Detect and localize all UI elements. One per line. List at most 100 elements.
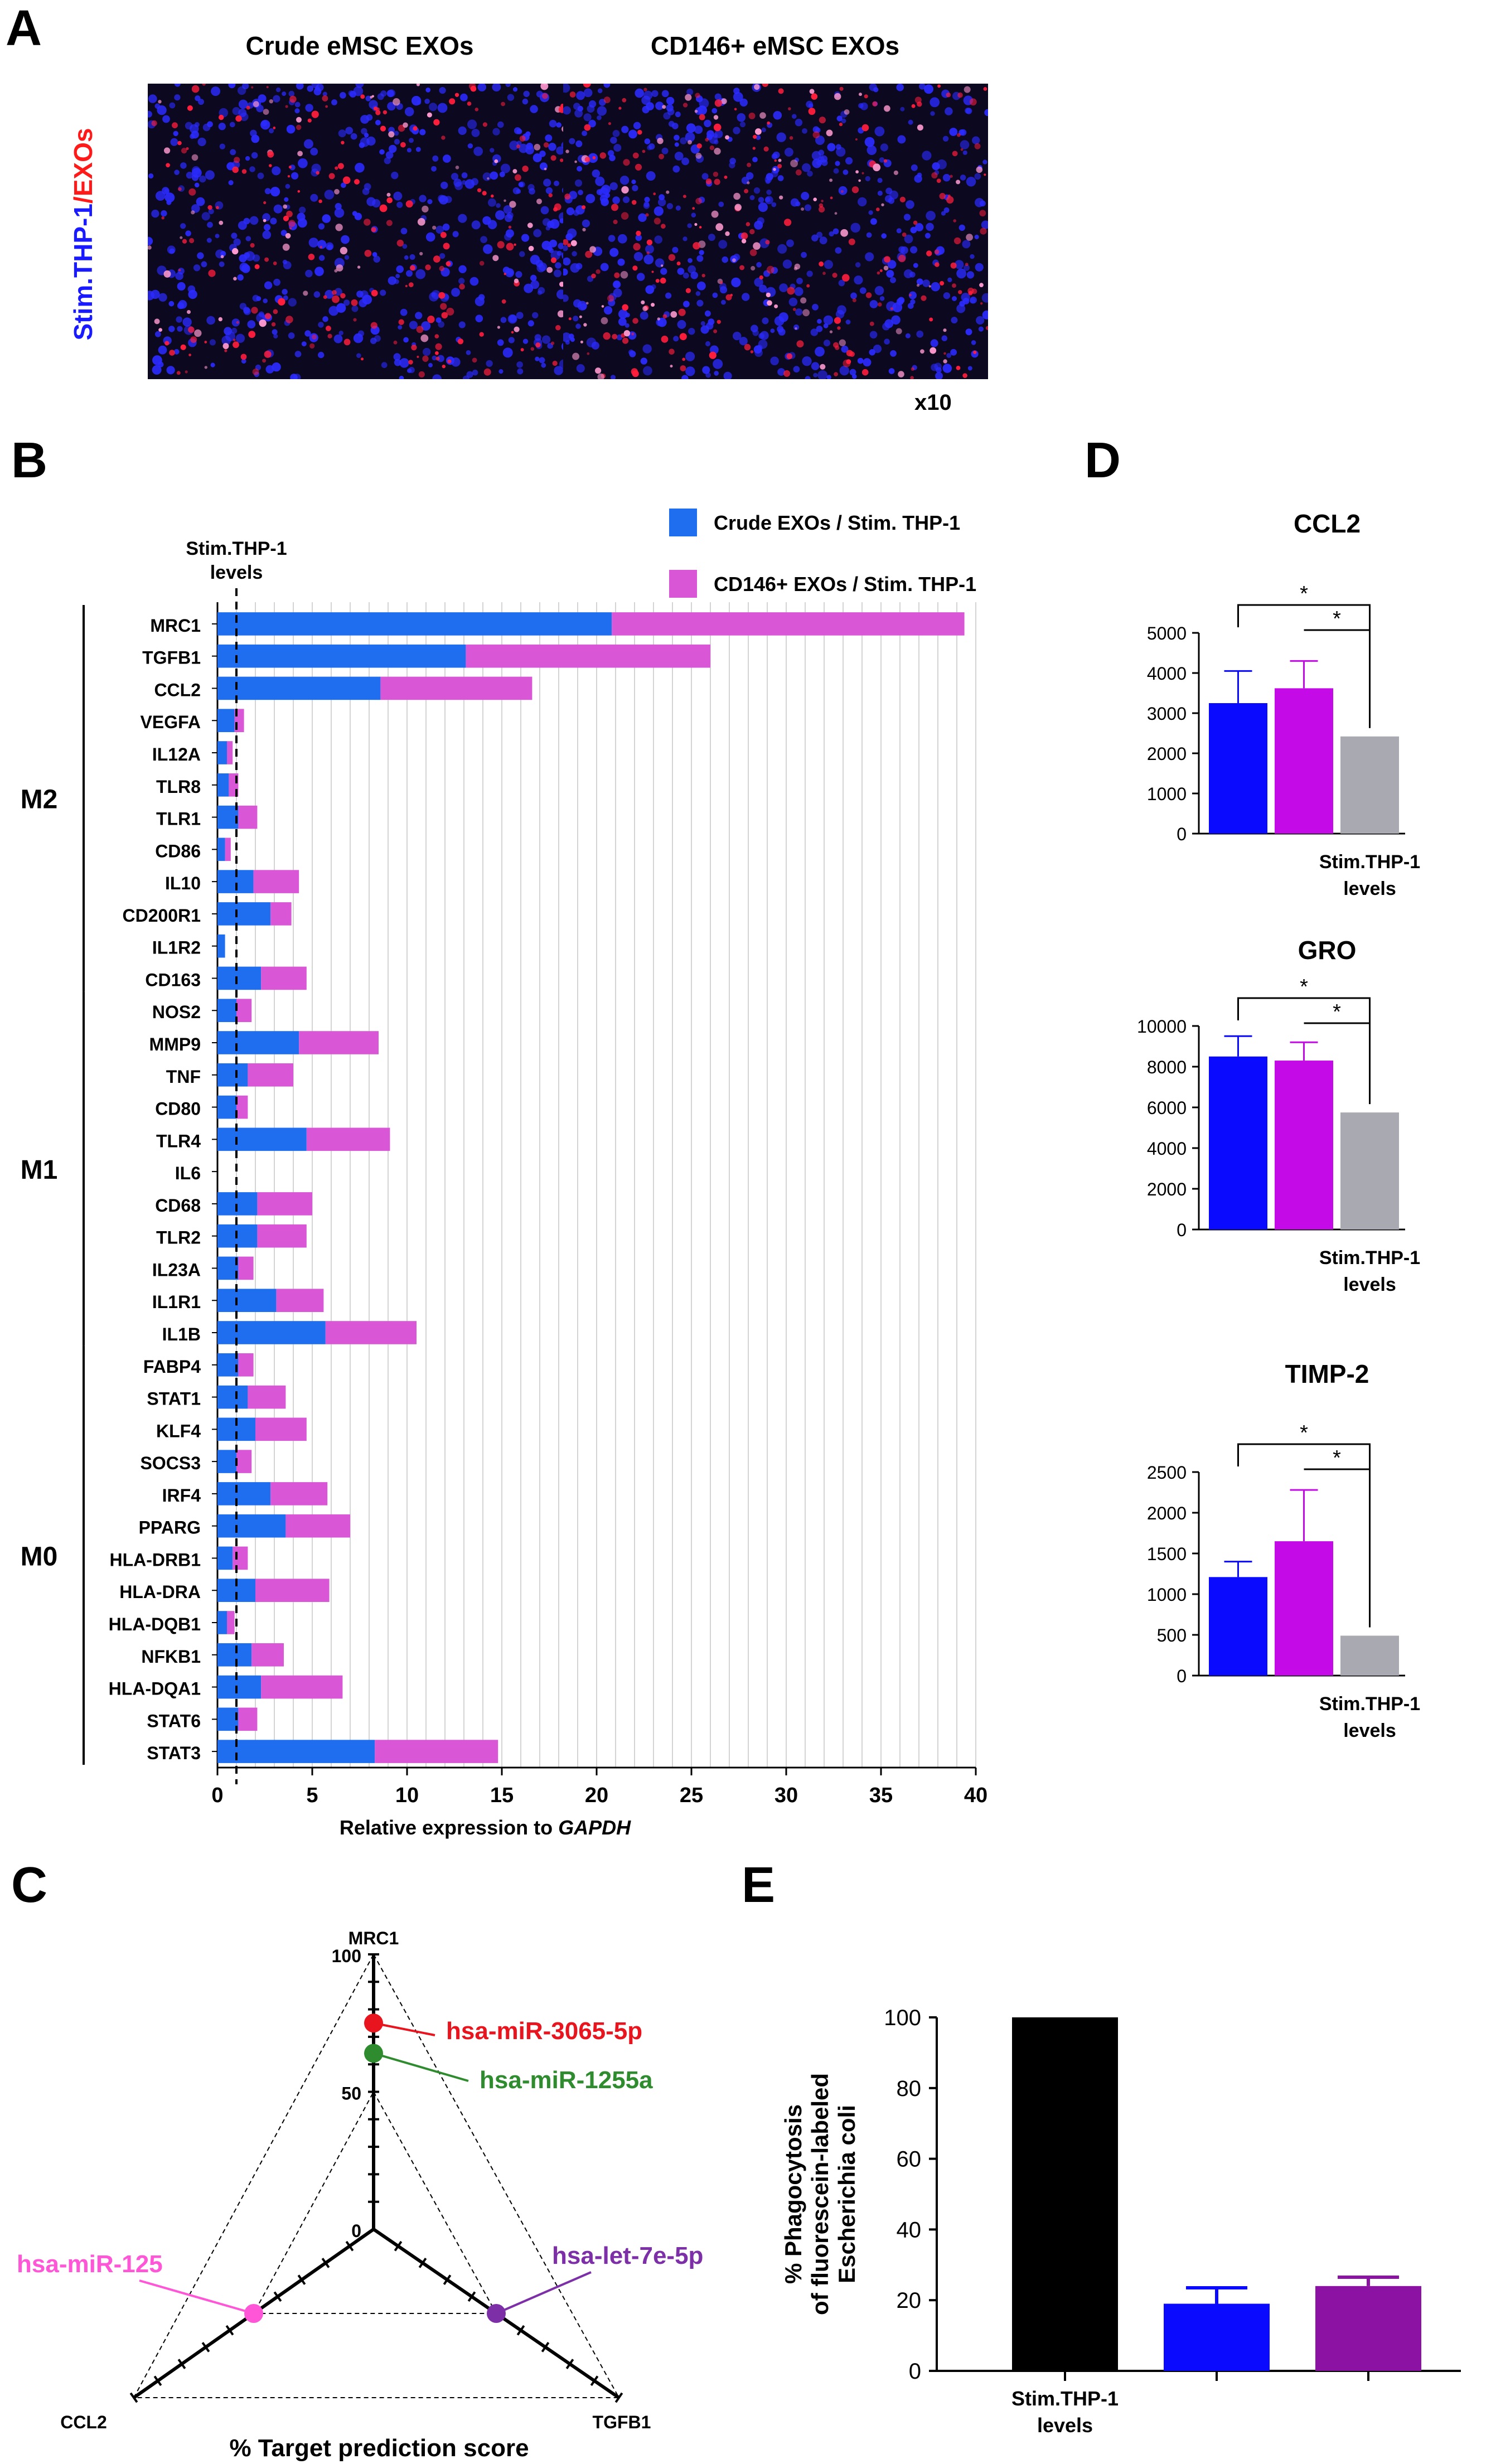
nucleus-dot: [273, 333, 278, 339]
exosome-dot: [233, 341, 239, 348]
nucleus-dot: [686, 123, 696, 133]
exosome-dot: [383, 110, 388, 115]
nucleus-dot: [714, 93, 722, 100]
nucleus-dot: [521, 234, 530, 242]
nucleus-dot: [490, 171, 498, 180]
exosome-dot: [520, 348, 524, 352]
exosome-dot: [446, 307, 454, 316]
exosome-dot: [939, 193, 946, 200]
nucleus-dot: [239, 303, 247, 310]
exosome-dot: [487, 177, 490, 180]
exosome-dot: [519, 135, 526, 142]
nucleus-dot: [691, 212, 696, 217]
nucleus-dot: [576, 364, 585, 373]
nucleus-dot: [509, 314, 517, 323]
exosome-dot: [340, 246, 348, 255]
category-label: FABP4: [143, 1357, 201, 1377]
bar-mrc1-series-1: [217, 612, 612, 636]
nucleus-dot: [617, 234, 627, 244]
nucleus-dot: [182, 317, 192, 327]
nucleus-dot: [890, 350, 897, 357]
nucleus-dot: [174, 94, 181, 101]
exosome-dot: [621, 186, 629, 194]
exosome-dot: [580, 340, 583, 343]
nucleus-dot: [832, 228, 839, 235]
nucleus-dot: [553, 269, 561, 278]
nucleus-dot: [810, 328, 819, 336]
exosome-dot: [983, 87, 987, 91]
nucleus-dot: [786, 239, 794, 248]
exosome-dot: [774, 159, 777, 162]
nucleus-dot: [237, 274, 244, 281]
nucleus-dot: [686, 89, 694, 95]
exosome-dot: [926, 250, 932, 256]
exosome-dot: [946, 92, 951, 98]
nucleus-dot: [597, 106, 607, 116]
nucleus-dot: [796, 278, 803, 284]
bar-cd86-series-1: [217, 838, 225, 861]
nucleus-dot: [866, 145, 877, 156]
exosome-dot: [878, 302, 882, 307]
significance-star-2: *: [1333, 1446, 1341, 1470]
exosome-dot: [789, 136, 793, 140]
exosome-dot: [322, 95, 328, 101]
exosome-dot: [250, 243, 255, 248]
exosome-dot: [786, 353, 793, 360]
exosome-dot: [962, 373, 967, 378]
radar-tick: [201, 2342, 210, 2352]
nucleus-dot: [970, 254, 975, 259]
nucleus-dot: [372, 252, 377, 257]
exosome-dot: [477, 188, 482, 192]
bar-mmp9-series-2: [299, 1031, 379, 1054]
bar-2: [1164, 2303, 1270, 2371]
exosome-dot: [788, 107, 791, 110]
nucleus-dot: [174, 170, 180, 175]
nucleus-dot: [566, 207, 574, 216]
nucleus-dot: [272, 362, 281, 372]
nucleus-dot: [843, 170, 849, 175]
nucleus-dot: [519, 251, 525, 258]
nucleus-dot: [262, 230, 272, 239]
nucleus-dot: [168, 326, 175, 332]
nucleus-dot: [802, 163, 811, 172]
exosome-dot: [204, 341, 207, 343]
radar-ring-2: [253, 2090, 497, 2314]
cell-layer: [148, 84, 572, 379]
exosome-dot: [879, 269, 883, 272]
y-tick-label: 1000: [1147, 1585, 1187, 1605]
nucleus-dot: [264, 224, 271, 231]
exosome-dot: [612, 333, 618, 340]
nucleus-dot: [425, 232, 435, 242]
exosome-dot: [643, 88, 647, 91]
exosome-dot: [318, 199, 322, 204]
nucleus-dot: [737, 113, 746, 122]
category-label: TLR8: [156, 777, 201, 797]
exosome-dot: [623, 159, 630, 166]
nucleus-dot: [399, 358, 409, 368]
nucleus-dot: [478, 294, 485, 301]
nucleus-dot: [874, 126, 885, 137]
exosome-dot: [583, 323, 587, 327]
nucleus-dot: [421, 321, 431, 331]
nucleus-dot: [688, 258, 693, 263]
category-label: TLR1: [156, 809, 201, 829]
exosome-dot: [422, 355, 429, 362]
nucleus-dot: [241, 264, 250, 273]
exosome-dot: [834, 317, 841, 324]
nucleus-dot: [384, 157, 391, 164]
exosome-dot: [931, 172, 938, 179]
exosome-dot: [388, 131, 395, 138]
exosome-dot: [829, 178, 833, 182]
nucleus-dot: [475, 314, 483, 322]
exosome-dot: [632, 318, 638, 324]
category-label: IL12A: [152, 744, 201, 764]
nucleus-dot: [910, 246, 918, 254]
exosome-dot: [890, 307, 893, 311]
nucleus-dot: [215, 234, 220, 239]
legend-swatch-2: [669, 570, 697, 598]
exosome-dot: [902, 233, 907, 237]
exosome-dot: [267, 151, 274, 158]
exosome-dot: [297, 151, 303, 157]
y-tick-label: 0: [909, 2359, 921, 2384]
nucleus-dot: [704, 119, 711, 128]
